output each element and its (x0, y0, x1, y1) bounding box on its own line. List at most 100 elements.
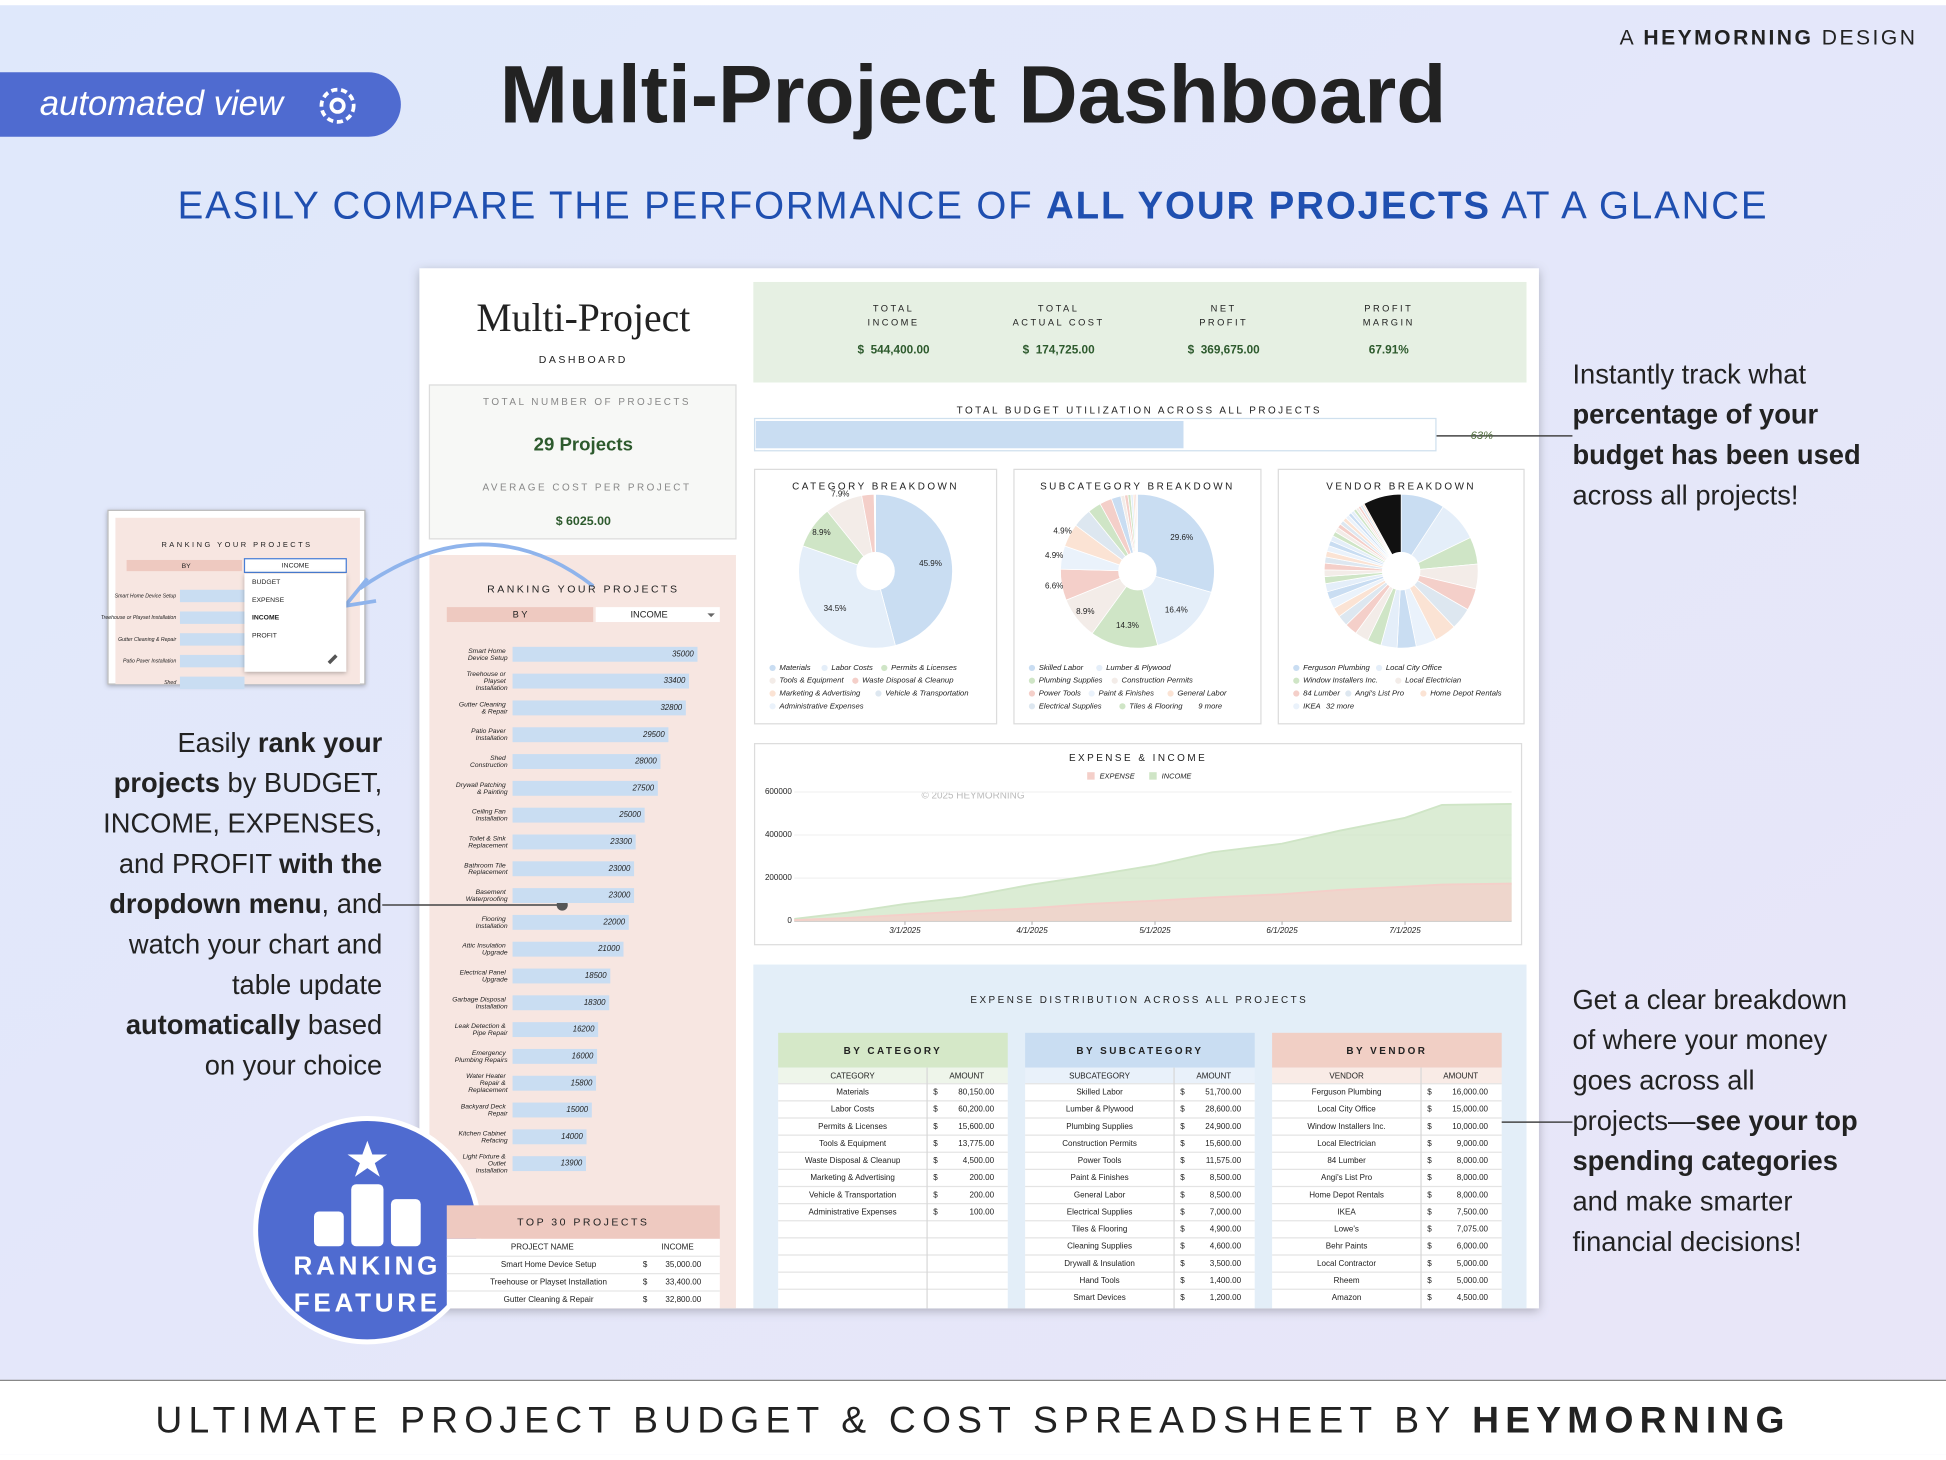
cell: 35,000.00 (665, 1260, 701, 1269)
dropdown-value[interactable]: INCOME (630, 610, 667, 620)
cell: 13,775.00 (958, 1139, 994, 1148)
dropdown[interactable] (595, 607, 720, 623)
callout-line-part: financial decisions! (1572, 1226, 1801, 1257)
legend-label: 84 Lumber (1303, 689, 1340, 698)
callout-line-part: projects (114, 767, 220, 798)
bar (512, 754, 661, 769)
legend-swatch (1293, 677, 1300, 684)
column-header: INCOME (662, 1243, 695, 1252)
bar-label-line: Shed (490, 755, 507, 762)
slice-label: 45.9% (919, 559, 942, 568)
cell-currency: $ (1180, 1276, 1185, 1285)
legend-swatch (1293, 690, 1300, 697)
bar-label: Patio Paver Installation (471, 728, 508, 742)
slice-label: 14.3% (1116, 621, 1139, 630)
cell: 3,500.00 (1210, 1259, 1242, 1268)
pencil-icon (327, 654, 338, 665)
cell: Materials (836, 1088, 869, 1097)
chart-title: CATEGORY BREAKDOWN (792, 481, 959, 492)
bar (512, 888, 635, 904)
bar-label-line: Playset (484, 678, 508, 685)
brand-part: HEYMORNING (1643, 26, 1813, 49)
bar-label-line: Electrical Panel (460, 969, 508, 976)
legend-swatch (1293, 664, 1300, 672)
legend-swatch (1087, 772, 1095, 780)
legend-label: Paint & Finishes (1098, 689, 1154, 698)
callout-line-part: percentage of your (1572, 399, 1818, 430)
chart-title: SUBCATEGORY BREAKDOWN (1040, 481, 1235, 492)
callout-line-part: projects— (1572, 1105, 1696, 1136)
legend-swatch (1375, 664, 1383, 672)
cell-currency: $ (1427, 1259, 1432, 1268)
cell: 5,000.00 (1457, 1276, 1489, 1285)
cell-currency: $ (933, 1139, 938, 1148)
kpi-strip (753, 281, 1527, 383)
callout-line: percentage of your (1572, 399, 1818, 430)
table-title: TOP 30 PROJECTS (517, 1216, 649, 1228)
inset-menu (244, 573, 347, 672)
cell: 7,500.00 (1457, 1207, 1489, 1216)
callout-line-part: dropdown menu (109, 888, 321, 919)
callout-line: automatically based (126, 1009, 382, 1040)
bar-value: 27500 (631, 783, 654, 792)
cell: 60,200.00 (958, 1105, 994, 1114)
cell-currency: $ (933, 1173, 938, 1182)
bar (512, 673, 690, 689)
cell: Home Depot Rentals (1309, 1190, 1384, 1199)
inset-project: Patio Paver Installation (123, 658, 176, 664)
bar (512, 1129, 587, 1145)
cell-currency: $ (1180, 1122, 1185, 1131)
inset-project: Treehouse or Playset Installation (101, 615, 176, 621)
slice-label: 4.9% (1045, 551, 1063, 560)
bar-label: Leak Detection & Pipe Repair (455, 1023, 509, 1037)
cell-currency: $ (1180, 1088, 1185, 1097)
bar (512, 941, 624, 957)
bar-label-line: Bathroom Tile (464, 862, 507, 869)
callout-line-part: rank your (258, 727, 383, 758)
legend-swatch (769, 690, 776, 697)
bar (512, 861, 635, 877)
dropdown-option[interactable]: PROFIT (252, 632, 277, 639)
cell: 16,000.00 (1452, 1088, 1488, 1097)
dropdown-option[interactable]: EXPENSE (252, 597, 285, 604)
cell: Gutter Cleaning & Repair (504, 1295, 594, 1304)
bar-label: Toilet & Sink Replacement (468, 835, 509, 849)
cell: 10,000.00 (1452, 1122, 1488, 1131)
cell: Marketing & Advertising (810, 1173, 895, 1182)
legend-label: EXPENSE (1100, 772, 1136, 781)
bar-label: Basement Waterproofing (466, 889, 508, 903)
cell-currency: $ (1180, 1259, 1185, 1268)
cell: 8,500.00 (1210, 1173, 1242, 1182)
callout-line-part: by BUDGET, (220, 767, 382, 798)
bar-value: 22000 (602, 917, 625, 926)
pie-slice (1136, 493, 1138, 572)
legend-swatch (881, 664, 888, 672)
legend-label: INCOME (1162, 772, 1193, 781)
cell-currency: $ (1427, 1207, 1432, 1216)
bar-label-line: Installation (476, 685, 508, 692)
dropdown-caret (707, 613, 715, 618)
legend-swatch (1028, 664, 1036, 672)
table-header (1025, 1032, 1255, 1068)
bar-label-line: Installation (476, 1167, 508, 1174)
slice-label: 6.6% (1045, 581, 1063, 590)
inset-dropdown-value[interactable]: INCOME (282, 562, 310, 569)
slice-label: 16.4% (1165, 606, 1188, 615)
callout-line-part: of where your money (1572, 1024, 1827, 1055)
cell: Power Tools (1078, 1156, 1122, 1165)
chart-title: EXPENSE & INCOME (1069, 753, 1207, 764)
dropdown-option[interactable]: INCOME (252, 615, 280, 622)
table-title: BY SUBCATEGORY (1076, 1046, 1203, 1057)
cell: Skilled Labor (1076, 1088, 1123, 1097)
slice-label: 8.9% (1076, 607, 1094, 616)
table-title: BY CATEGORY (844, 1046, 943, 1057)
legend-label: Home Depot Rentals (1430, 689, 1502, 698)
badge-text: RANKING (294, 1250, 442, 1280)
callout-line: watch your chart and (128, 929, 382, 960)
slice-label: 29.6% (1170, 533, 1193, 542)
cell-currency: $ (1180, 1105, 1185, 1114)
cell: 15,600.00 (1205, 1139, 1241, 1148)
kpi-label: MARGIN (1363, 317, 1415, 327)
legend-swatch (1028, 690, 1036, 697)
dropdown-option[interactable]: BUDGET (252, 579, 280, 586)
